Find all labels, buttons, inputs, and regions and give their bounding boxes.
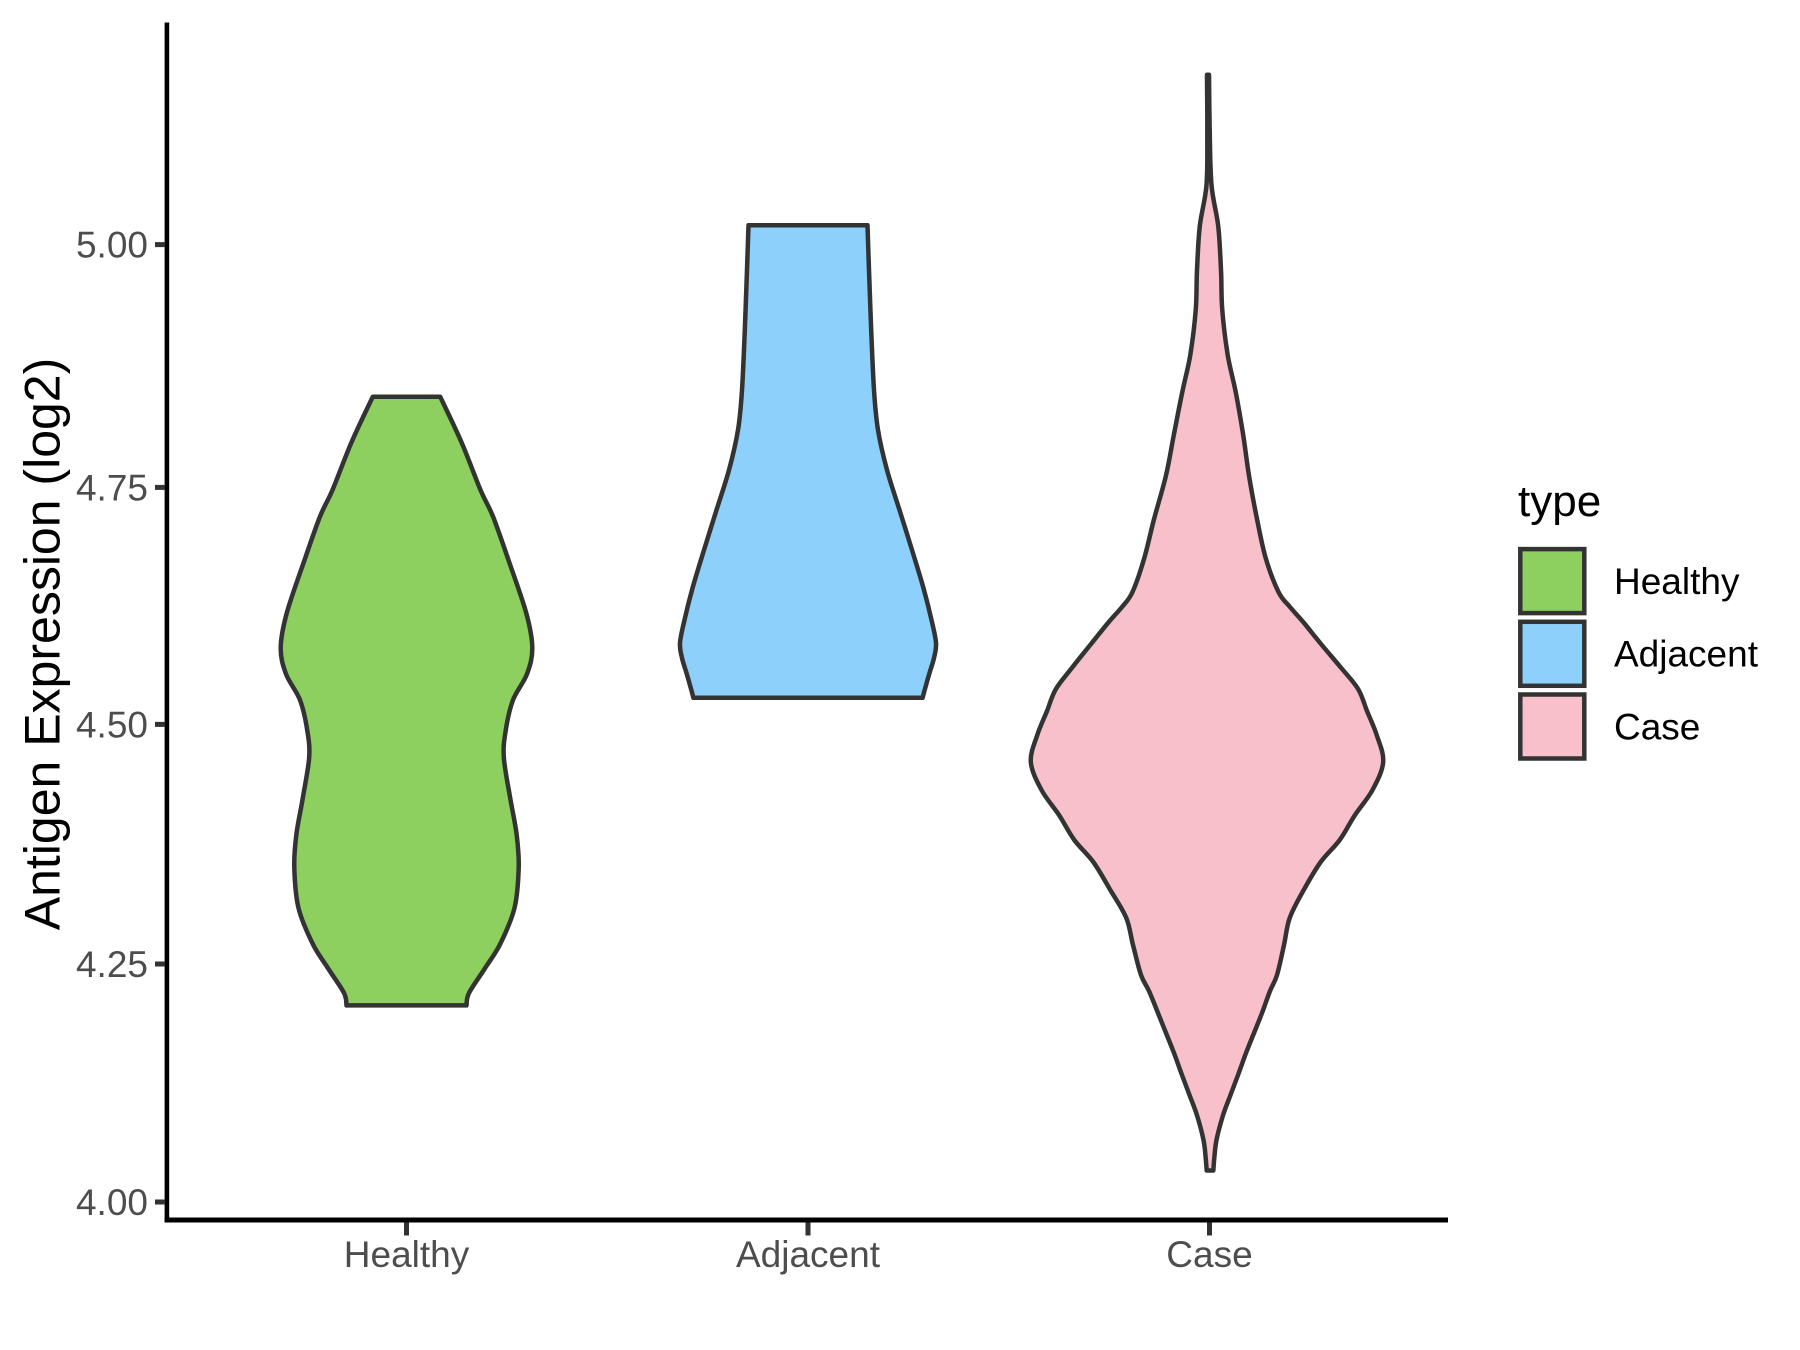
svg-text:Healthy: Healthy xyxy=(344,1234,470,1275)
svg-text:type: type xyxy=(1518,477,1601,526)
svg-text:5.00: 5.00 xyxy=(76,225,148,266)
svg-text:4.00: 4.00 xyxy=(76,1182,148,1223)
svg-text:Antigen Expression (log2): Antigen Expression (log2) xyxy=(15,358,71,931)
svg-text:Case: Case xyxy=(1614,706,1700,747)
svg-text:Adjacent: Adjacent xyxy=(736,1234,881,1275)
svg-text:Case: Case xyxy=(1166,1234,1252,1275)
svg-text:Adjacent: Adjacent xyxy=(1614,634,1759,675)
svg-text:4.25: 4.25 xyxy=(76,944,148,985)
svg-text:4.50: 4.50 xyxy=(76,704,148,745)
svg-text:Healthy: Healthy xyxy=(1614,561,1740,602)
svg-text:4.75: 4.75 xyxy=(76,467,148,508)
